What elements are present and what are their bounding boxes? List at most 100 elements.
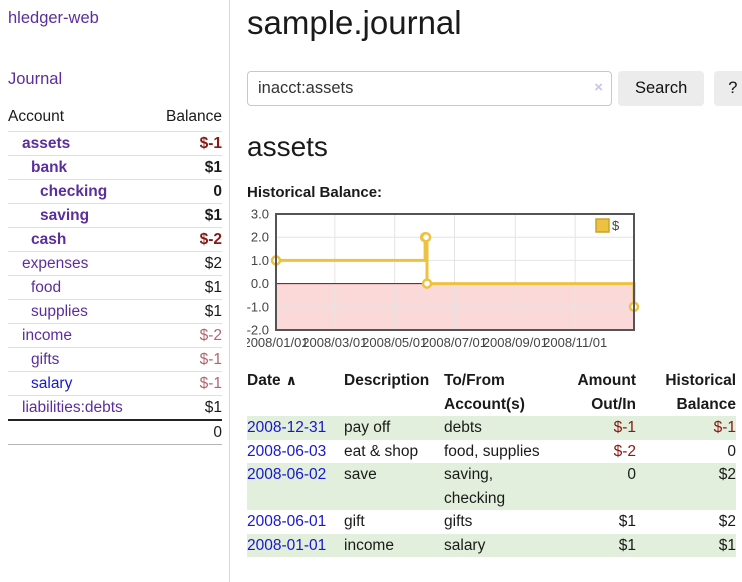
- clear-search-icon[interactable]: ×: [594, 79, 603, 96]
- account-heading: assets: [247, 131, 328, 162]
- account-balance: $2: [204, 255, 222, 272]
- account-link-gifts[interactable]: gifts: [31, 351, 60, 368]
- register-accounts: gifts: [444, 513, 473, 530]
- account-balance: $-1: [199, 135, 222, 152]
- register-amount: $1: [618, 536, 636, 554]
- account-row: supplies $1: [8, 300, 222, 324]
- account-balance: $1: [204, 279, 222, 296]
- register-description: pay off: [344, 419, 391, 436]
- account-row: expenses $2: [8, 252, 222, 276]
- register-balance: $-1: [713, 419, 736, 436]
- y-axis-tick-label: 3.0: [251, 208, 269, 222]
- account-link-supplies[interactable]: supplies: [31, 303, 88, 320]
- register-date-link[interactable]: 2008-01-01: [247, 536, 327, 554]
- account-row: salary $-1: [8, 372, 222, 396]
- accounts-header-row: Account Balance: [8, 105, 222, 132]
- account-balance: 0: [213, 183, 222, 200]
- y-axis-tick-label: 0.0: [251, 276, 269, 291]
- register-balance: $1: [718, 536, 736, 554]
- register-accounts: saving, checking: [444, 466, 506, 507]
- register-header-accounts: To/From Account(s): [444, 372, 525, 413]
- register-amount: $1: [618, 513, 636, 530]
- account-link-assets[interactable]: assets: [22, 135, 71, 152]
- register-amount: 0: [627, 466, 636, 483]
- register-amount: $-1: [613, 419, 636, 436]
- register-row: 2008-12-31 pay off debts $-1 $-1: [247, 416, 736, 440]
- data-point-marker: [421, 278, 433, 289]
- y-axis-tick-label: 1.0: [251, 253, 269, 268]
- register-description: eat & shop: [344, 442, 419, 460]
- main-content: sample.journal × Search ? assets Histori…: [230, 0, 742, 582]
- y-axis-tick-label: 2.0: [251, 230, 269, 245]
- register-row: 2008-01-01 income salary $1 $1: [247, 533, 736, 557]
- account-link-food[interactable]: food: [31, 279, 62, 296]
- chart-title: Historical Balance:: [247, 184, 383, 201]
- account-balance: $1: [204, 159, 222, 176]
- sidebar: hledger-web Journal Account Balance asse…: [0, 0, 230, 582]
- accounts-header-account: Account: [8, 105, 152, 132]
- register-row: 2008-06-02 save saving, checking 0 $2: [247, 463, 736, 510]
- account-row: food $1: [8, 276, 222, 300]
- account-balance: $-1: [199, 375, 222, 392]
- account-row: assets $-1: [8, 132, 222, 156]
- sort-ascending-icon: ∧: [285, 372, 297, 388]
- accounts-total-spacer: [8, 419, 152, 445]
- help-button[interactable]: ?: [714, 71, 742, 106]
- register-header-date-label: Date: [247, 372, 281, 389]
- register-balance: $2: [718, 513, 736, 530]
- account-link-bank[interactable]: bank: [31, 159, 68, 176]
- register-header-description: Description: [344, 372, 430, 389]
- account-link-saving[interactable]: saving: [40, 207, 90, 224]
- account-link-expenses[interactable]: expenses: [22, 255, 89, 272]
- register-accounts: salary: [444, 536, 486, 554]
- account-row: liabilities:debts $1: [8, 396, 222, 420]
- legend-color-swatch: [595, 218, 610, 233]
- register-description: save: [344, 466, 377, 483]
- register-header-row: Date ∧ Description To/From Account(s) Amo…: [247, 369, 736, 416]
- plot-border: [275, 213, 635, 331]
- register-balance: $2: [718, 466, 736, 483]
- register-amount: $-2: [613, 442, 636, 460]
- register-date-link[interactable]: 2008-06-01: [247, 513, 327, 530]
- x-axis-tick-label: 2008/11/01: [543, 335, 607, 350]
- x-axis-tick-label: 2008/03/01: [302, 335, 367, 350]
- account-balance: $-2: [199, 327, 222, 344]
- brand-link[interactable]: hledger-web: [8, 9, 99, 27]
- register-accounts: food, supplies: [444, 442, 540, 460]
- page-title: sample.journal: [247, 4, 462, 41]
- register-description: income: [344, 536, 394, 554]
- data-point-marker: [420, 231, 432, 243]
- account-row: income $-2: [8, 324, 222, 348]
- account-link-cash[interactable]: cash: [31, 231, 67, 248]
- account-balance: $1: [204, 303, 222, 320]
- account-link-salary[interactable]: salary: [31, 375, 73, 392]
- register-date-link[interactable]: 2008-06-02: [247, 466, 327, 483]
- register-row: 2008-06-01 gift gifts $1 $2: [247, 510, 736, 534]
- register-date-link[interactable]: 2008-12-31: [247, 419, 327, 436]
- account-balance: $-1: [199, 351, 222, 368]
- register-header-balance: Historical Balance: [665, 372, 736, 413]
- register-accounts: debts: [444, 419, 482, 436]
- account-link-liabilities-debts[interactable]: liabilities:debts: [22, 399, 123, 416]
- account-link-income[interactable]: income: [22, 327, 72, 344]
- register-table: Date ∧ Description To/From Account(s) Amo…: [247, 369, 736, 557]
- historical-balance-chart: $3.0 2.0 1.0 0.0 -1.0 -2.0 2008/01/01 2008/03/0…: [247, 208, 742, 356]
- account-balance: $1: [204, 399, 222, 416]
- search-input[interactable]: [247, 71, 612, 106]
- accounts-total-value: 0: [151, 419, 222, 445]
- search-form: × Search ?: [247, 71, 742, 106]
- y-axis-tick-label: -1.0: [247, 299, 269, 314]
- account-link-checking[interactable]: checking: [40, 183, 108, 200]
- search-box: ×: [247, 71, 612, 106]
- account-row: gifts $-1: [8, 348, 222, 372]
- register-row: 2008-06-03 eat & shop food, supplies $-2 0: [247, 440, 736, 464]
- account-row: cash $-2: [8, 228, 222, 252]
- register-date-link[interactable]: 2008-06-03: [247, 442, 327, 460]
- register-header-date[interactable]: Date ∧: [247, 369, 344, 416]
- account-row: bank $1: [8, 156, 222, 180]
- search-button[interactable]: Search: [618, 71, 705, 106]
- chart-svg: $3.0 2.0 1.0 0.0 -1.0 -2.02008/01/012008/03/0…: [247, 208, 640, 350]
- y-axis-tick-label: -2.0: [247, 323, 269, 338]
- nav-journal-link[interactable]: Journal: [8, 70, 63, 88]
